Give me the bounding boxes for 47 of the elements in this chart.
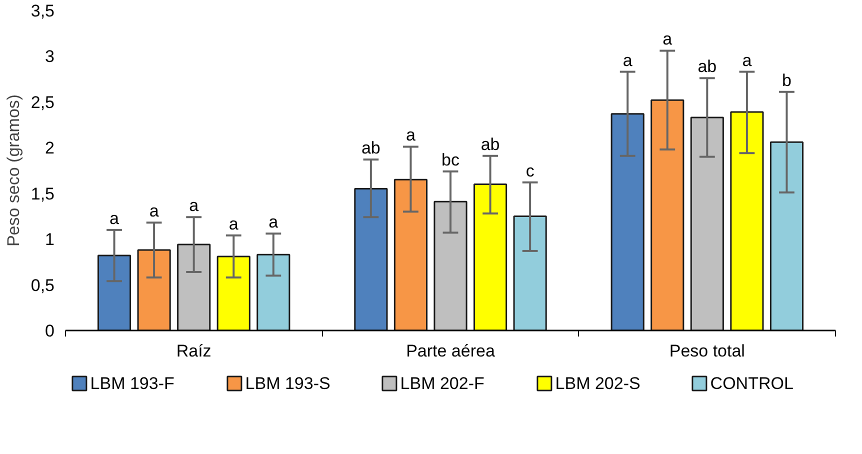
bar (97, 254, 132, 330)
legend-label: LBM 202-F (400, 374, 484, 393)
bar (770, 141, 804, 330)
y-tick-label: 1,5 (30, 184, 55, 204)
legend-label: CONTROL (710, 374, 794, 393)
bar (216, 256, 250, 330)
data-label: a (110, 208, 120, 228)
data-label: a (662, 30, 673, 49)
bar (137, 249, 171, 330)
data-label: b (782, 70, 792, 90)
bar (434, 200, 468, 330)
y-tick-label: 0 (45, 322, 55, 340)
y-tick-label: 3 (45, 47, 55, 66)
y-tick-label: 2,5 (30, 92, 55, 112)
legend-label: LBM 193-F (90, 374, 174, 393)
bar (394, 178, 428, 330)
bar (513, 215, 547, 330)
legend-label: LBM 202-S (555, 374, 640, 393)
bar (473, 183, 508, 330)
bar (690, 116, 724, 330)
data-label: ab (361, 138, 380, 158)
y-axis-title: Peso seco (gramos) (4, 94, 23, 247)
y-tick-label: 3,5 (30, 2, 55, 20)
y-tick-label: 2 (45, 138, 55, 158)
legend-label: LBM 193-S (245, 374, 330, 393)
data-label: a (149, 202, 160, 221)
data-label: ab (698, 57, 717, 76)
bar (730, 111, 764, 330)
data-label: bc (442, 150, 460, 170)
data-label: a (228, 214, 239, 234)
data-label: c (526, 161, 535, 180)
bar (177, 244, 211, 330)
bar (650, 99, 684, 330)
data-label: a (189, 196, 200, 216)
bar (610, 113, 644, 330)
data-label: ab (480, 134, 500, 154)
bar (256, 254, 290, 330)
data-label: a (406, 126, 416, 145)
bar (354, 188, 388, 330)
y-tick-label: 0,5 (30, 276, 55, 295)
data-label: a (622, 50, 633, 70)
x-tick-label: Peso total (669, 342, 745, 360)
data-label: a (268, 212, 279, 232)
y-tick-label: 1 (45, 230, 55, 250)
data-label: a (742, 50, 752, 70)
x-tick-label: Raíz (176, 342, 212, 360)
x-tick-label: Parte aérea (406, 342, 496, 360)
